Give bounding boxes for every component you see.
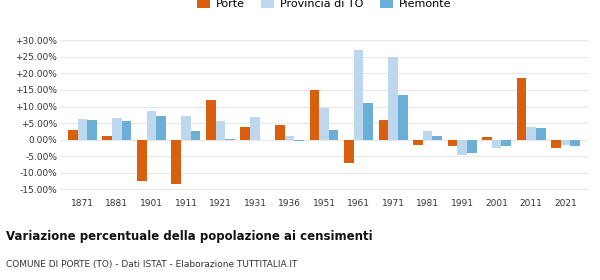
- Bar: [379, 120, 388, 140]
- Bar: [448, 140, 457, 146]
- Bar: [137, 140, 146, 181]
- Bar: [551, 140, 561, 148]
- Bar: [561, 140, 571, 145]
- Bar: [482, 137, 492, 140]
- Bar: [536, 128, 545, 140]
- Bar: [319, 108, 329, 140]
- Bar: [77, 119, 87, 140]
- Bar: [571, 140, 580, 146]
- Bar: [467, 140, 476, 153]
- Bar: [526, 127, 536, 140]
- Bar: [103, 136, 112, 140]
- Bar: [275, 125, 284, 140]
- Bar: [295, 140, 304, 141]
- Bar: [353, 50, 364, 140]
- Bar: [433, 136, 442, 140]
- Bar: [172, 140, 181, 185]
- Bar: [344, 140, 353, 163]
- Legend: Porte, Provincia di TO, Piemonte: Porte, Provincia di TO, Piemonte: [192, 0, 456, 13]
- Bar: [215, 122, 226, 140]
- Bar: [146, 111, 156, 140]
- Bar: [502, 140, 511, 146]
- Bar: [422, 131, 433, 140]
- Bar: [364, 103, 373, 140]
- Bar: [284, 136, 295, 140]
- Bar: [398, 95, 407, 140]
- Bar: [68, 130, 77, 140]
- Bar: [226, 139, 235, 140]
- Bar: [250, 117, 260, 140]
- Bar: [388, 57, 398, 140]
- Bar: [457, 140, 467, 155]
- Bar: [156, 116, 166, 140]
- Bar: [310, 90, 319, 140]
- Bar: [241, 127, 250, 140]
- Bar: [181, 116, 191, 140]
- Bar: [206, 100, 215, 140]
- Bar: [492, 140, 502, 148]
- Bar: [517, 78, 526, 140]
- Bar: [191, 131, 200, 140]
- Text: Variazione percentuale della popolazione ai censimenti: Variazione percentuale della popolazione…: [6, 230, 373, 242]
- Bar: [112, 118, 122, 140]
- Bar: [329, 130, 338, 140]
- Bar: [87, 120, 97, 140]
- Text: COMUNE DI PORTE (TO) - Dati ISTAT - Elaborazione TUTTITALIA.IT: COMUNE DI PORTE (TO) - Dati ISTAT - Elab…: [6, 260, 298, 269]
- Bar: [413, 140, 422, 145]
- Bar: [122, 122, 131, 140]
